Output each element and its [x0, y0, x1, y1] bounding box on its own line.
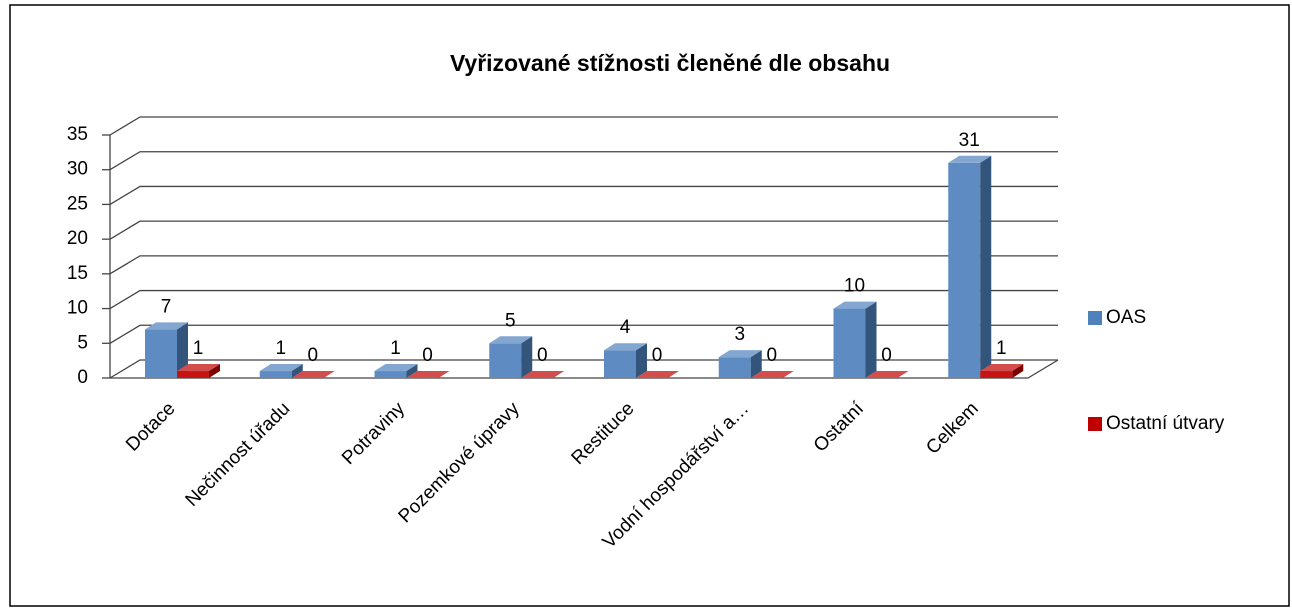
data-label: 31 — [959, 130, 980, 151]
bar-side — [1012, 364, 1024, 378]
legend-swatch — [1088, 311, 1102, 325]
bar-top — [259, 364, 303, 372]
data-label: 1 — [996, 338, 1007, 359]
bar-side — [406, 364, 418, 378]
data-label: 7 — [161, 296, 172, 317]
bar-side — [209, 364, 220, 378]
bar-front — [177, 371, 209, 378]
data-label: 1 — [193, 338, 204, 359]
data-label: 1 — [275, 338, 286, 359]
data-label: 5 — [505, 310, 516, 331]
bar — [406, 371, 450, 378]
bar-top — [948, 155, 992, 163]
bar — [489, 336, 533, 378]
bar-top — [374, 364, 418, 372]
bar — [259, 364, 303, 378]
grid-line — [109, 255, 1058, 275]
y-tick-label: 30 — [67, 159, 88, 180]
y-tick-label: 5 — [77, 332, 88, 353]
bar — [177, 364, 220, 378]
bar-top — [291, 371, 335, 378]
data-label: 0 — [537, 345, 548, 366]
bar-side — [291, 364, 303, 378]
bar-top — [833, 301, 877, 309]
bar-front — [489, 343, 522, 378]
bar-top — [636, 371, 679, 378]
bar-front — [145, 329, 177, 378]
bar-top — [406, 371, 450, 378]
bar — [604, 343, 647, 378]
bar-side — [177, 322, 188, 378]
grid-line — [109, 324, 1058, 344]
bar-top — [489, 336, 533, 344]
bar-top — [865, 371, 909, 378]
legend-swatch — [1088, 417, 1102, 431]
data-label: 0 — [652, 345, 663, 366]
grid-line — [109, 116, 1058, 136]
bar-top — [980, 364, 1024, 372]
bar-side — [865, 301, 877, 378]
bar-front — [718, 357, 751, 378]
data-label: 10 — [844, 276, 865, 297]
bar — [521, 371, 565, 378]
bar — [636, 371, 679, 378]
data-label: 0 — [422, 345, 433, 366]
grid-line — [109, 289, 1058, 310]
grid-line — [109, 151, 1058, 171]
bar-front — [948, 162, 981, 378]
y-tick-label: 10 — [67, 298, 88, 319]
bar-front — [604, 350, 636, 378]
y-tick-label: 15 — [67, 263, 88, 284]
bar-front — [259, 371, 292, 378]
y-tick-label: 25 — [67, 193, 88, 214]
chart-title: Vyřizované stížnosti členěné dle obsahu — [450, 50, 890, 76]
y-tick-label: 0 — [77, 367, 88, 388]
data-label: 1 — [390, 338, 401, 359]
y-tick-label: 35 — [67, 124, 88, 145]
bar-side — [636, 343, 647, 378]
data-label: 0 — [766, 345, 777, 366]
grid-line — [109, 185, 1058, 205]
bar-front — [980, 371, 1013, 378]
bar-top — [750, 371, 794, 378]
data-label: 3 — [734, 324, 745, 345]
bar — [750, 371, 794, 378]
y-tick-label: 20 — [67, 228, 88, 249]
bar — [374, 364, 418, 378]
data-label: 0 — [881, 345, 892, 366]
bar-top — [718, 350, 762, 358]
bar — [291, 371, 335, 378]
bar-side — [521, 336, 533, 378]
bar — [833, 301, 877, 378]
bar-top — [177, 364, 220, 372]
bar-top — [521, 371, 565, 378]
bar-top — [604, 343, 647, 351]
bar-front — [833, 308, 866, 378]
bar-front — [374, 371, 407, 378]
chart-border — [9, 4, 1290, 607]
bar — [865, 371, 909, 378]
data-label: 4 — [620, 317, 631, 338]
bar — [718, 350, 762, 378]
legend-label: Ostatní útvary — [1106, 413, 1225, 434]
bar-top — [145, 322, 188, 330]
data-label: 0 — [307, 345, 318, 366]
bar — [980, 364, 1024, 378]
legend-label: OAS — [1106, 307, 1146, 328]
bar-side — [750, 350, 762, 378]
bar-side — [980, 155, 992, 378]
grid-line — [109, 220, 1058, 240]
bar — [145, 322, 188, 378]
bar — [948, 155, 992, 378]
